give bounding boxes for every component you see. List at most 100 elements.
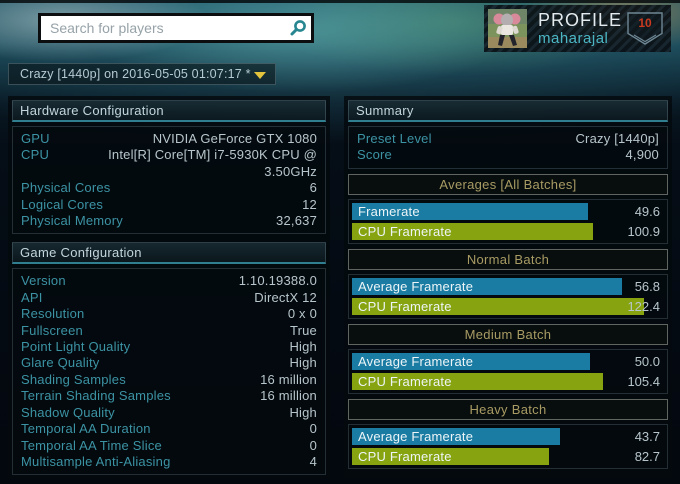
row-label: CPU bbox=[21, 147, 50, 163]
row-value: High bbox=[289, 355, 317, 371]
game-config-header: Game Configuration bbox=[12, 242, 326, 265]
batch-bars-box: Average Framerate 50.0 CPU Framerate 105.4 bbox=[348, 348, 668, 394]
hardware-config-header: Hardware Configuration bbox=[12, 100, 326, 122]
search-icon[interactable] bbox=[285, 17, 311, 39]
framerate-bar-row: CPU Framerate 82.7 bbox=[352, 447, 664, 465]
batch-results: Averages [All Batches] Framerate 49.6 CPU F… bbox=[348, 173, 668, 469]
bar-value: 56.8 bbox=[634, 278, 660, 294]
bar-value: 43.7 bbox=[634, 428, 660, 444]
bar-label: Average Framerate bbox=[358, 278, 474, 294]
chevron-down-icon bbox=[254, 72, 266, 79]
framerate-bar-row: CPU Framerate 105.4 bbox=[352, 372, 664, 390]
avatar[interactable] bbox=[488, 9, 527, 48]
hardware-config-row: CPU Intel[R] Core[TM] i7-5930K CPU @ 3.50… bbox=[21, 147, 317, 180]
row-value: True bbox=[289, 322, 317, 338]
framerate-bar-row: Average Framerate 43.7 bbox=[352, 427, 664, 445]
bar-value: 82.7 bbox=[634, 448, 660, 464]
row-value: 12 bbox=[302, 196, 317, 212]
row-label: Temporal AA Duration bbox=[21, 421, 151, 437]
bar-label: CPU Framerate bbox=[358, 298, 452, 314]
framerate-bar-row: Average Framerate 50.0 bbox=[352, 352, 664, 370]
row-label: Shadow Quality bbox=[21, 404, 115, 420]
summary-row: Preset Level Crazy [1440p] bbox=[357, 131, 659, 147]
bar-value: 105.4 bbox=[627, 373, 660, 389]
game-config-row: Fullscreen True bbox=[21, 323, 317, 339]
run-selector-dropdown[interactable]: Crazy [1440p] on 2016-05-05 01:07:17 * bbox=[8, 63, 276, 85]
game-config-row: Shading Samples 16 million bbox=[21, 372, 317, 388]
row-label: Physical Cores bbox=[21, 180, 111, 196]
bar-value: 100.9 bbox=[627, 223, 660, 239]
row-value: 4 bbox=[309, 453, 317, 469]
row-value: High bbox=[289, 404, 317, 420]
left-panel: Hardware Configuration GPU NVIDIA GeForce… bbox=[8, 96, 330, 478]
framerate-bar-row: CPU Framerate 122.4 bbox=[352, 297, 664, 315]
batch-header: Averages [All Batches] bbox=[348, 173, 668, 195]
row-label: Version bbox=[21, 273, 66, 289]
game-config-row: Terrain Shading Samples 16 million bbox=[21, 388, 317, 404]
game-config-row: Shadow Quality High bbox=[21, 405, 317, 421]
batch-header: Normal Batch bbox=[348, 248, 668, 270]
row-value: 1.10.19388.0 bbox=[238, 273, 317, 289]
game-config-row: Temporal AA Time Slice 0 bbox=[21, 438, 317, 454]
row-label: GPU bbox=[21, 131, 50, 146]
row-value: 0 x 0 bbox=[287, 306, 317, 322]
bar-fill bbox=[352, 297, 645, 315]
bar-label: Framerate bbox=[358, 203, 420, 219]
level-badge-number: 10 bbox=[638, 16, 652, 30]
game-config-row: Glare Quality High bbox=[21, 355, 317, 371]
bar-fill bbox=[352, 277, 622, 295]
row-value: 0 bbox=[309, 421, 317, 437]
profile-label: PROFILE bbox=[538, 10, 623, 30]
batch-header: Medium Batch bbox=[348, 323, 668, 345]
row-label: Fullscreen bbox=[21, 322, 83, 338]
row-label: API bbox=[21, 289, 43, 305]
hardware-config-row: Physical Memory 32,637 bbox=[21, 213, 317, 229]
hardware-config-table: GPU NVIDIA GeForce GTX 1080 CPU Intel[R] Co… bbox=[12, 126, 326, 235]
batch-bars-box: Average Framerate 56.8 CPU Framerate 122.4 bbox=[348, 273, 668, 319]
row-value: High bbox=[289, 339, 317, 355]
row-label: Score bbox=[357, 147, 392, 163]
row-value: 6 bbox=[309, 180, 317, 196]
batch-header: Heavy Batch bbox=[348, 398, 668, 420]
row-label: Temporal AA Time Slice bbox=[21, 437, 162, 453]
top-edge-strip bbox=[0, 0, 680, 3]
bar-fill bbox=[352, 427, 560, 445]
game-config-row: API DirectX 12 bbox=[21, 290, 317, 306]
row-value: 16 million bbox=[260, 388, 317, 404]
search-input[interactable] bbox=[41, 20, 285, 36]
level-badge: 10 bbox=[624, 10, 666, 48]
right-panel: Summary Preset Level Crazy [1440p] Score 4,… bbox=[344, 96, 672, 478]
bar-fill bbox=[352, 222, 593, 240]
game-config-table: Version 1.10.19388.0 API DirectX 12 Resoluti… bbox=[12, 268, 326, 476]
bar-value: 122.4 bbox=[627, 298, 660, 314]
batch-bars-box: Average Framerate 43.7 CPU Framerate 82.7 bbox=[348, 423, 668, 469]
row-label: Physical Memory bbox=[21, 213, 123, 229]
bar-fill bbox=[352, 372, 604, 390]
framerate-bar-row: CPU Framerate 100.9 bbox=[352, 222, 664, 240]
hardware-config-row: Logical Cores 12 bbox=[21, 197, 317, 213]
bar-label: Average Framerate bbox=[358, 353, 474, 369]
bar-fill bbox=[352, 447, 550, 465]
hardware-config-row: Physical Cores 6 bbox=[21, 180, 317, 196]
row-value: NVIDIA GeForce GTX 1080 bbox=[152, 131, 317, 146]
row-value: 4,900 bbox=[625, 147, 659, 163]
profile-username: maharajal bbox=[538, 30, 609, 47]
framerate-bar-row: Framerate 49.6 bbox=[352, 202, 664, 220]
search-bar[interactable] bbox=[38, 13, 314, 43]
bar-label: Average Framerate bbox=[358, 428, 474, 444]
game-config-row: Temporal AA Duration 0 bbox=[21, 421, 317, 437]
summary-row: Score 4,900 bbox=[357, 147, 659, 163]
bar-value: 50.0 bbox=[634, 353, 660, 369]
game-config-row: Version 1.10.19388.0 bbox=[21, 273, 317, 289]
row-label: Shading Samples bbox=[21, 371, 126, 387]
row-label: Logical Cores bbox=[21, 196, 104, 212]
bar-label: CPU Framerate bbox=[358, 448, 452, 464]
game-config-row: Point Light Quality High bbox=[21, 339, 317, 355]
row-label: Preset Level bbox=[357, 131, 432, 146]
row-label: Multisample Anti-Aliasing bbox=[21, 453, 171, 469]
run-selector-label: Crazy [1440p] on 2016-05-05 01:07:17 * bbox=[20, 67, 251, 81]
row-label: Resolution bbox=[21, 306, 85, 322]
profile-panel[interactable]: PROFILE maharajal 10 bbox=[484, 5, 671, 52]
row-value: 0 bbox=[309, 437, 317, 453]
bar-value: 49.6 bbox=[634, 203, 660, 219]
